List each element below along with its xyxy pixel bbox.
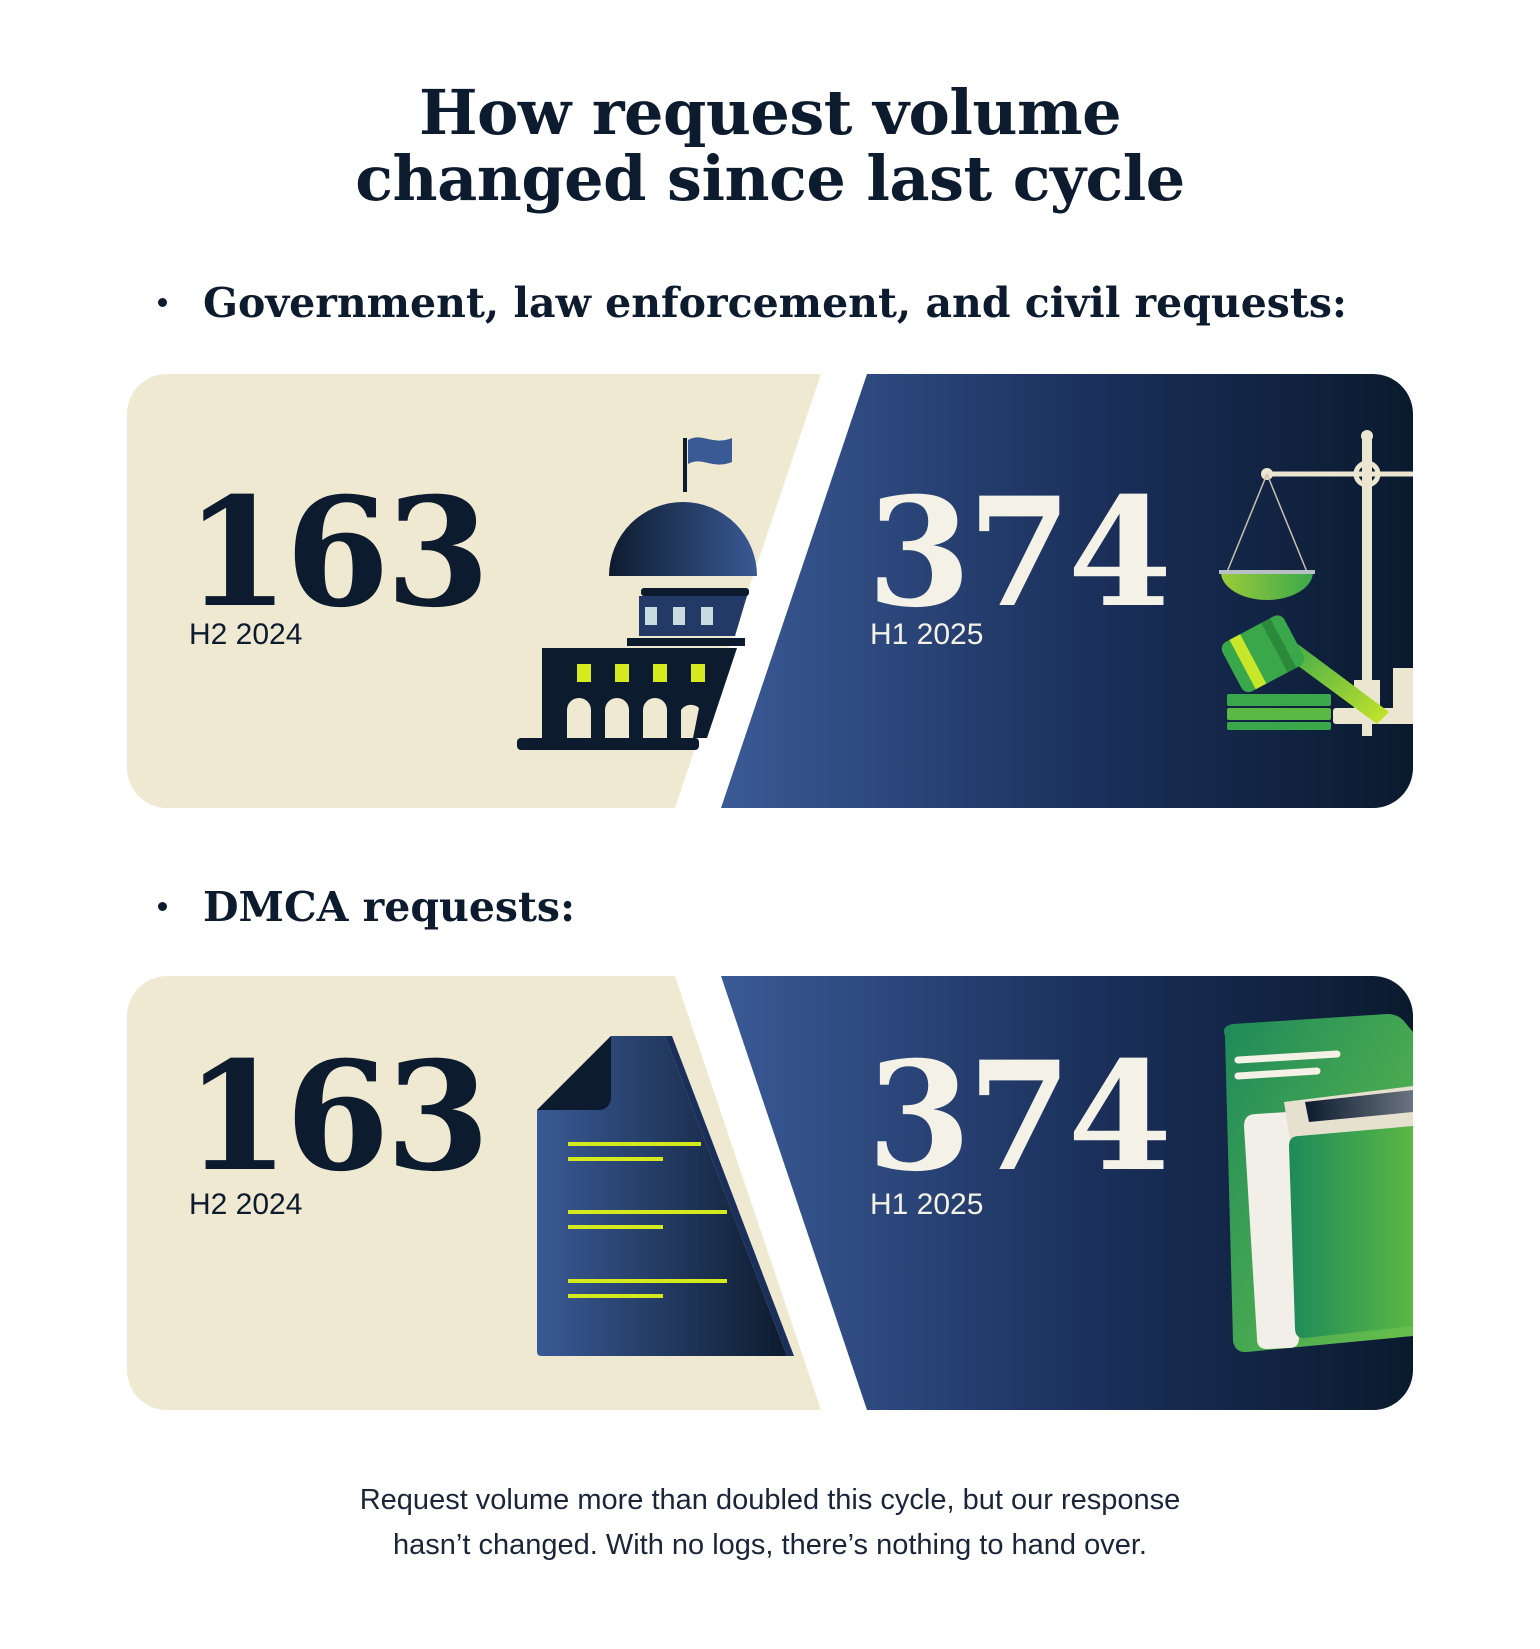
previous-count-government: 163 xyxy=(185,465,490,641)
footnote-line-2: hasn’t changed. With no logs, there’s no… xyxy=(393,1529,1147,1561)
section-heading-dmca: DMCA requests: xyxy=(158,882,575,932)
previous-period-dmca: H2 2024 xyxy=(189,1188,303,1221)
current-period-dmca: H1 2025 xyxy=(870,1188,984,1221)
previous-period-government: H2 2024 xyxy=(189,618,303,651)
folder-icon xyxy=(1224,1014,1413,1353)
card-background xyxy=(127,374,1413,808)
previous-count-dmca: 163 xyxy=(185,1029,490,1205)
document-icon xyxy=(537,1036,794,1356)
card-background xyxy=(127,976,1413,1410)
section-heading-government-text: Government, law enforcement, and civil r… xyxy=(203,279,1348,327)
capitol-building-icon xyxy=(517,437,757,750)
section-heading-government: Government, law enforcement, and civil r… xyxy=(158,278,1347,328)
current-count-government: 374 xyxy=(867,465,1172,641)
comparison-card-dmca: 163 H2 2024 374 H1 2025 xyxy=(127,976,1413,1410)
footnote-line-1: Request volume more than doubled this cy… xyxy=(359,1484,1181,1516)
title-line-1: How request volume xyxy=(418,76,1122,149)
comparison-card-government: 163 H2 2024 374 H1 2025 xyxy=(127,374,1413,808)
footnote: Request volume more than doubled this cy… xyxy=(0,1478,1540,1568)
page-title: How request volume changed since last cy… xyxy=(0,80,1540,212)
section-heading-dmca-text: DMCA requests: xyxy=(203,883,576,931)
bullet-icon xyxy=(158,902,167,911)
current-count-dmca: 374 xyxy=(867,1029,1172,1205)
title-line-2: changed since last cycle xyxy=(355,142,1185,215)
current-period-government: H1 2025 xyxy=(870,618,984,651)
bullet-icon xyxy=(158,298,167,307)
scales-gavel-icon xyxy=(1219,430,1413,736)
